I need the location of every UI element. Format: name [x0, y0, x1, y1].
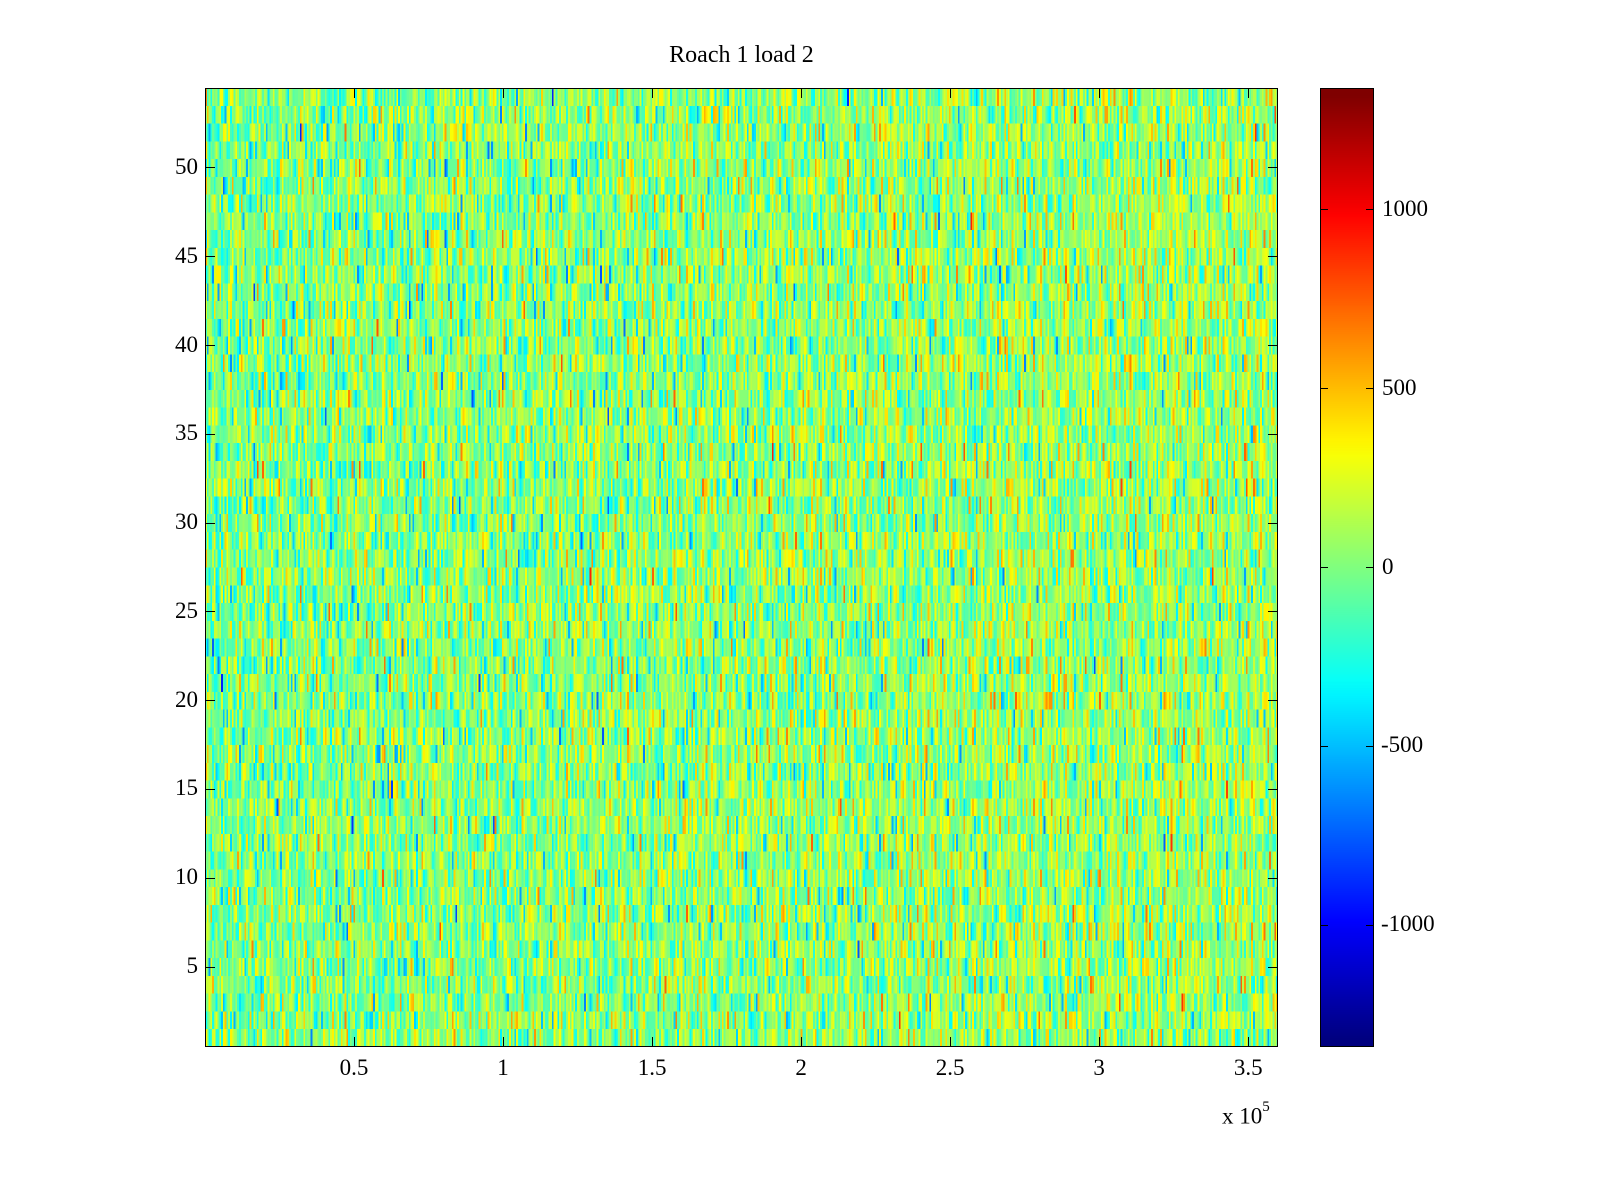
colorbar-tick-label: -1000 — [1381, 911, 1435, 937]
y-tick-mark-right — [1268, 966, 1278, 968]
x-tick-mark-top — [800, 88, 802, 98]
colorbar-tick-mark — [1320, 567, 1328, 568]
x-tick-mark — [1247, 1037, 1249, 1047]
x-tick-label: 3 — [1093, 1055, 1105, 1080]
y-tick-mark-right — [1268, 788, 1278, 790]
colorbar-tick-label: 500 — [1382, 374, 1417, 400]
y-tick-mark — [205, 611, 215, 613]
colorbar-tick-mark — [1320, 924, 1328, 926]
x-tick-mark — [1098, 1037, 1100, 1047]
colorbar-tick-label: 1000 — [1382, 195, 1428, 221]
x-tick-label: 1.5 — [637, 1055, 667, 1080]
y-tick-label: 30 — [175, 509, 198, 535]
y-tick-mark-right — [1268, 522, 1278, 524]
x-tick-mark-top — [353, 88, 355, 98]
y-tick-mark — [205, 167, 215, 169]
x-tick-mark-top — [502, 88, 504, 98]
y-tick-mark — [205, 788, 215, 790]
colorbar-tick-mark — [1320, 745, 1328, 747]
x-tick-mark — [800, 1037, 802, 1047]
x-tick-mark — [353, 1037, 355, 1047]
y-tick-label: 25 — [175, 597, 198, 623]
x-tick-mark-top — [651, 88, 653, 98]
y-tick-mark-right — [1268, 700, 1278, 702]
y-tick-mark-right — [1268, 433, 1278, 435]
y-tick-mark — [205, 877, 215, 879]
colorbar-gradient — [1320, 88, 1374, 1047]
heatmap-image — [205, 88, 1278, 1047]
y-tick-mark-right — [1268, 877, 1278, 879]
x-tick-label: 2 — [795, 1055, 807, 1080]
x-tick-mark — [651, 1037, 653, 1047]
x-tick-mark-top — [949, 88, 951, 98]
x-exponent-power: 5 — [1262, 1099, 1270, 1115]
y-tick-mark — [205, 700, 215, 702]
y-tick-mark-right — [1268, 167, 1278, 169]
x-tick-label: 1 — [497, 1055, 509, 1080]
y-tick-label: 10 — [175, 864, 198, 890]
chart-title: Roach 1 load 2 — [669, 42, 814, 68]
y-tick-mark — [205, 433, 215, 435]
x-axis-exponent: x 105 — [1222, 1099, 1270, 1130]
x-tick-mark-top — [1247, 88, 1249, 98]
colorbar-tick-mark-right — [1366, 388, 1374, 390]
colorbar-tick-mark-right — [1366, 745, 1374, 747]
y-tick-mark — [205, 522, 215, 524]
x-tick-label: 2.5 — [935, 1055, 965, 1080]
y-tick-mark-right — [1268, 256, 1278, 258]
x-exponent-base: x 10 — [1222, 1103, 1263, 1129]
y-tick-label: 20 — [175, 686, 198, 712]
y-tick-label: 35 — [175, 420, 198, 446]
x-tick-label: 3.5 — [1233, 1055, 1263, 1080]
x-tick-mark — [502, 1037, 504, 1047]
y-tick-mark — [205, 966, 215, 968]
colorbar-tick-mark — [1320, 209, 1328, 211]
y-tick-mark-right — [1268, 611, 1278, 613]
y-tick-mark — [205, 345, 215, 346]
x-tick-mark-top — [1098, 88, 1100, 98]
colorbar-tick-mark-right — [1366, 567, 1374, 568]
y-tick-mark-right — [1268, 345, 1278, 346]
plot-area-frame — [205, 88, 1278, 1047]
colorbar-tick-label: 0 — [1382, 553, 1394, 579]
colorbar-tick-mark-right — [1366, 209, 1374, 211]
x-tick-mark — [949, 1037, 951, 1047]
colorbar-tick-mark-right — [1366, 924, 1374, 926]
y-tick-label: 45 — [175, 242, 198, 268]
y-tick-label: 5 — [186, 953, 199, 979]
y-tick-mark — [205, 256, 215, 258]
y-tick-label: 40 — [175, 331, 198, 357]
y-tick-label: 15 — [175, 775, 198, 801]
colorbar-tick-mark — [1320, 388, 1328, 390]
x-tick-label: 0.5 — [339, 1055, 369, 1080]
colorbar-tick-label: -500 — [1381, 732, 1424, 758]
y-tick-label: 50 — [175, 153, 198, 179]
